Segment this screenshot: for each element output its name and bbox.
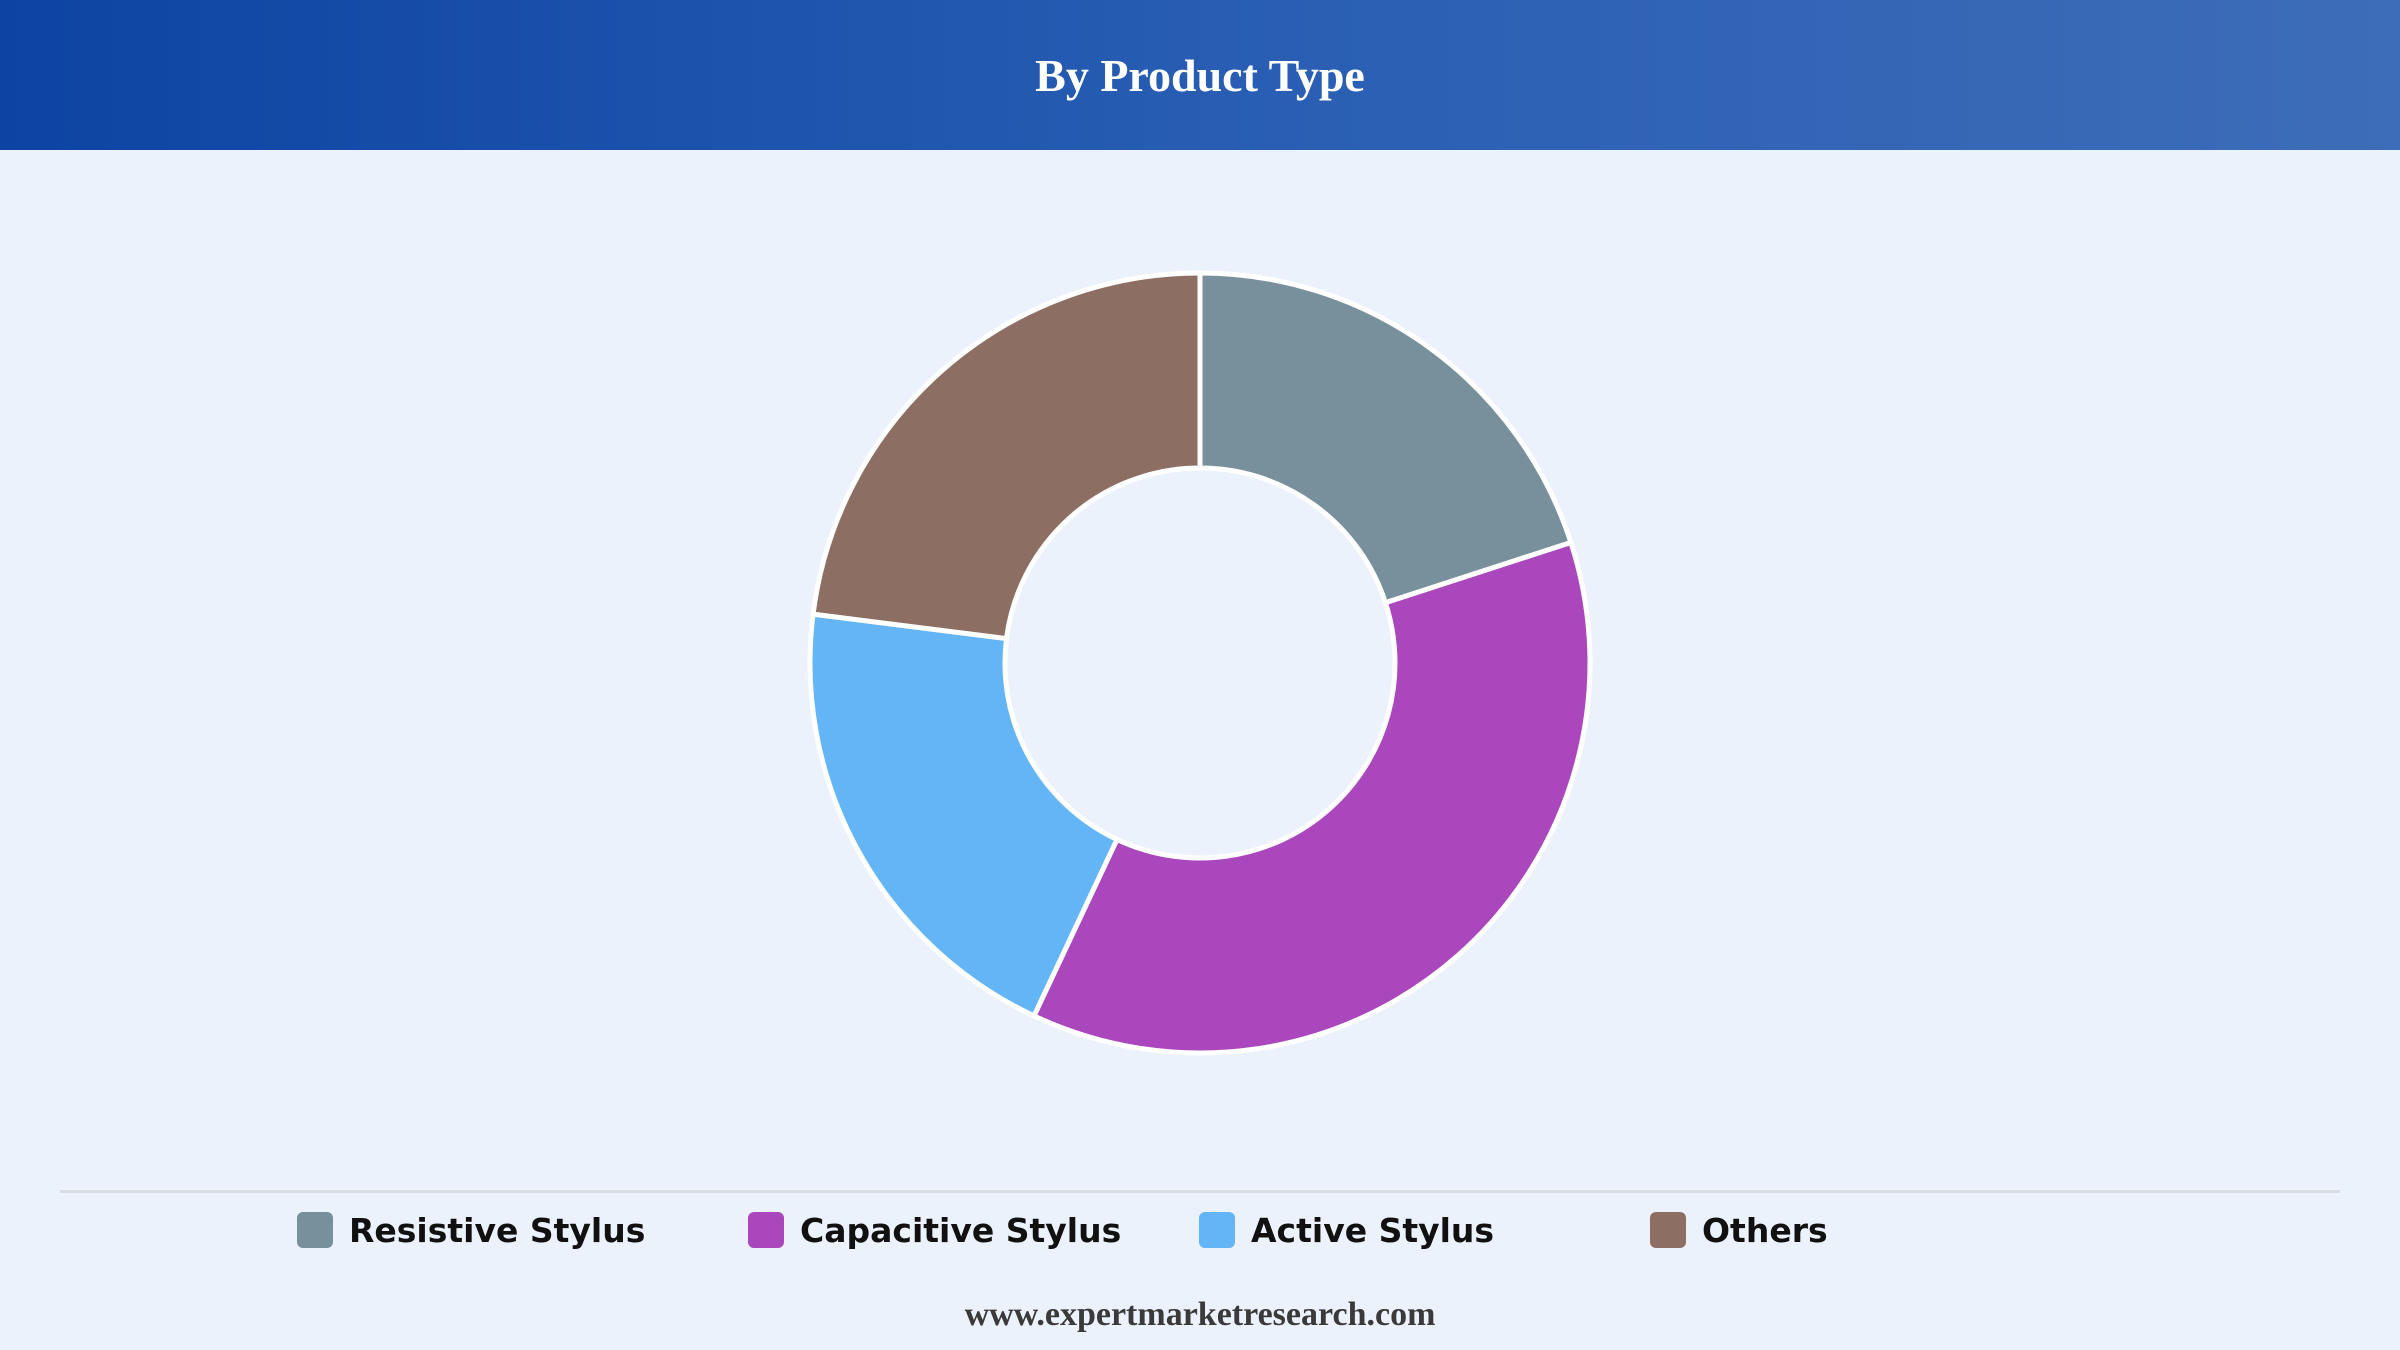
legend-swatch-active-stylus [1199, 1212, 1235, 1248]
legend-label-others: Others [1702, 1210, 1828, 1250]
legend-divider [60, 1190, 2340, 1193]
chart-title: By Product Type [1035, 49, 1365, 101]
legend-label-resistive-stylus: Resistive Stylus [349, 1210, 646, 1250]
legend-swatch-others [1650, 1212, 1686, 1248]
legend-item-resistive-stylus[interactable]: Resistive Stylus [297, 1208, 645, 1252]
donut-slice-resistive-stylus[interactable] [1197, 270, 1574, 606]
chart-header: By Product Type [0, 0, 2400, 150]
legend: Resistive Stylus Capacitive Stylus Activ… [0, 1208, 2400, 1252]
source-url: www.expertmarketresearch.com [964, 1296, 1436, 1333]
legend-item-capacitive-stylus[interactable]: Capacitive Stylus [748, 1208, 1121, 1252]
legend-swatch-resistive-stylus [297, 1212, 333, 1248]
legend-item-others[interactable]: Others [1650, 1208, 1828, 1252]
legend-label-active-stylus: Active Stylus [1251, 1210, 1495, 1250]
donut-slice-capacitive-stylus[interactable] [1031, 539, 1593, 1056]
donut-slice-others[interactable] [810, 270, 1203, 642]
legend-item-active-stylus[interactable]: Active Stylus [1199, 1208, 1494, 1252]
legend-label-capacitive-stylus: Capacitive Stylus [800, 1210, 1122, 1250]
donut-slice-active-stylus[interactable] [807, 611, 1120, 1019]
donut-chart [807, 270, 1593, 1056]
legend-swatch-capacitive-stylus [748, 1212, 784, 1248]
chart-area [0, 150, 2400, 1180]
